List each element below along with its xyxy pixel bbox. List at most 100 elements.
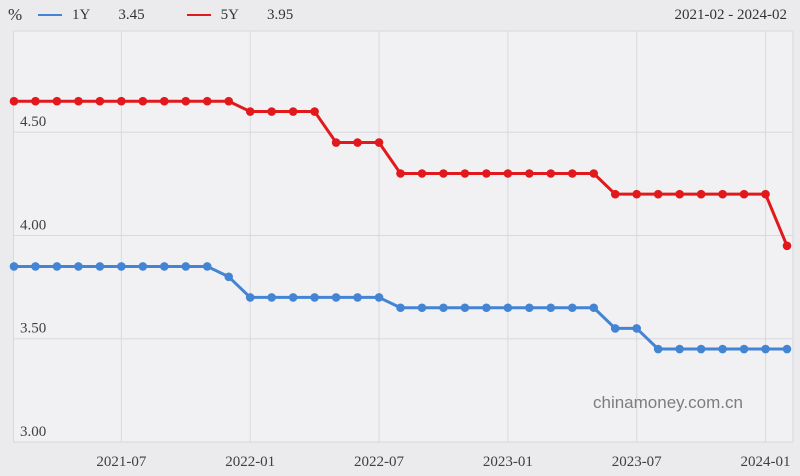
legend-label-1y: 1Y <box>72 6 91 23</box>
data-point-1y <box>31 262 40 271</box>
legend-label-5y: 5Y <box>220 6 239 23</box>
1y-line-swatch <box>38 14 62 16</box>
plot-area <box>13 31 793 442</box>
legend-item-5y[interactable]: 5Y 3.95 <box>186 6 294 24</box>
date-range-label: 2021-02 - 2024-02 <box>674 7 788 23</box>
data-point-5y <box>761 189 770 199</box>
chart-legend: 1Y 3.45 5Y 3.95 <box>38 0 293 30</box>
data-point-1y <box>718 344 727 354</box>
data-point-1y <box>546 303 556 313</box>
x-tick-label: 2021-07 <box>96 454 146 470</box>
data-point-1y <box>138 262 148 271</box>
data-point-1y <box>482 303 491 313</box>
data-point-1y <box>74 262 83 271</box>
data-point-5y <box>739 189 749 199</box>
5y-line-swatch <box>186 14 211 16</box>
data-point-5y <box>353 138 362 147</box>
plot-border <box>13 30 794 443</box>
data-point-1y <box>267 293 276 302</box>
data-point-1y <box>396 303 405 313</box>
data-point-5y <box>610 189 620 199</box>
data-point-5y <box>632 189 641 199</box>
data-point-5y <box>439 169 448 178</box>
data-point-5y <box>396 169 405 178</box>
data-point-5y <box>546 169 556 178</box>
data-point-1y <box>181 262 191 271</box>
data-point-1y <box>95 262 105 271</box>
watermark: chinamoney.com.cn <box>593 393 743 412</box>
data-point-1y <box>439 303 448 313</box>
data-point-5y <box>288 107 298 116</box>
chart-header: % 1Y 3.45 5Y 3.95 2021-02 - 2024-02 <box>0 0 800 30</box>
x-tick-label: 2022-01 <box>225 454 275 470</box>
data-point-5y <box>503 169 513 178</box>
data-point-5y <box>653 189 663 199</box>
data-point-1y <box>675 344 684 354</box>
data-point-1y <box>52 262 62 271</box>
data-point-1y <box>245 293 255 302</box>
data-point-5y <box>331 138 341 147</box>
data-point-5y <box>567 169 577 178</box>
data-point-1y <box>288 293 298 302</box>
data-point-1y <box>632 324 641 333</box>
legend-item-1y[interactable]: 1Y 3.45 <box>38 7 145 24</box>
data-point-5y <box>245 107 255 116</box>
legend-value-1y: 3.45 <box>118 6 145 23</box>
data-point-1y <box>503 303 513 313</box>
x-tick-label: 2023-01 <box>483 454 533 470</box>
y-tick-label: 3.00 <box>20 424 46 440</box>
data-point-5y <box>74 96 83 106</box>
data-point-5y <box>117 96 126 106</box>
data-point-1y <box>460 303 470 313</box>
data-point-1y <box>653 344 663 354</box>
data-point-5y <box>460 169 470 178</box>
data-point-5y <box>482 169 491 178</box>
data-point-1y <box>589 303 599 313</box>
data-point-5y <box>224 96 234 106</box>
data-point-5y <box>675 189 684 199</box>
data-point-5y <box>589 169 599 178</box>
data-point-1y <box>374 293 384 302</box>
data-point-1y <box>224 272 234 282</box>
data-point-5y <box>181 96 191 106</box>
x-tick-label: 2024-01 <box>741 454 791 470</box>
x-tick-label: 2022-07 <box>354 454 404 470</box>
data-point-1y <box>696 344 706 354</box>
data-point-1y <box>761 344 770 354</box>
data-point-5y <box>310 107 319 116</box>
data-point-5y <box>95 96 105 106</box>
data-point-1y <box>160 262 169 271</box>
data-point-5y <box>202 96 212 106</box>
data-point-5y <box>9 96 19 106</box>
data-point-1y <box>525 303 534 313</box>
data-point-5y <box>52 96 62 106</box>
data-point-1y <box>9 262 19 271</box>
data-point-1y <box>417 303 427 313</box>
data-point-5y <box>267 107 276 116</box>
y-axis-unit-label: % <box>8 5 23 24</box>
y-tick-label: 4.00 <box>20 217 46 233</box>
data-point-5y <box>718 189 727 199</box>
data-point-5y <box>417 169 427 178</box>
y-tick-label: 4.50 <box>20 114 46 130</box>
data-point-1y <box>310 293 319 302</box>
data-point-1y <box>202 262 212 271</box>
data-point-5y <box>782 241 792 251</box>
data-point-1y <box>739 344 749 354</box>
data-point-1y <box>117 262 126 271</box>
legend-value-5y: 3.95 <box>266 6 294 23</box>
y-tick-label: 3.50 <box>20 321 46 337</box>
data-point-5y <box>696 189 706 199</box>
data-point-1y <box>331 293 341 302</box>
data-point-5y <box>138 96 148 106</box>
data-point-5y <box>525 169 534 178</box>
data-point-5y <box>31 96 40 106</box>
data-point-1y <box>782 344 792 354</box>
data-point-1y <box>353 293 362 302</box>
data-point-1y <box>567 303 577 313</box>
x-tick-label: 2023-07 <box>612 454 662 470</box>
data-point-5y <box>160 96 169 106</box>
data-point-1y <box>610 324 620 333</box>
data-point-5y <box>374 138 384 147</box>
